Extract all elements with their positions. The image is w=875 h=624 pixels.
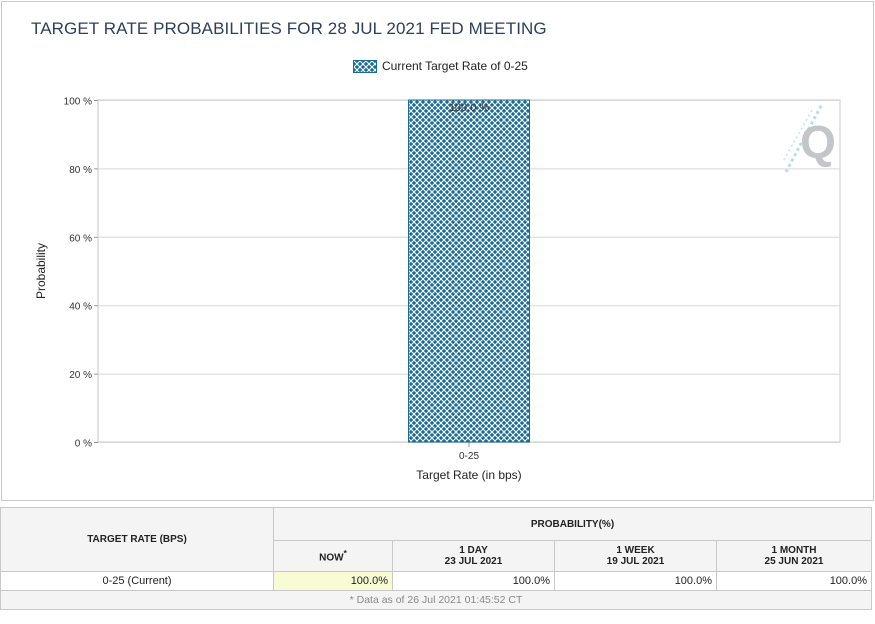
legend-label: Current Target Rate of 0-25	[382, 59, 528, 73]
x-axis-label: Target Rate (in bps)	[416, 468, 521, 482]
row-value-now: 100.0%	[273, 571, 393, 591]
subheader-1-day: 1 DAY 23 JUL 2021	[392, 540, 555, 572]
subheader-1-day-date: 23 JUL 2021	[444, 556, 503, 567]
subheader-1-week: 1 WEEK 19 JUL 2021	[554, 540, 717, 572]
header-target-rate: TARGET RATE (BPS)	[0, 507, 274, 572]
data-timestamp-note: * Data as of 26 Jul 2021 01:45:52 CT	[0, 590, 872, 610]
subheader-1-month: 1 MONTH 25 JUN 2021	[716, 540, 872, 572]
subheader-now-label: NOW	[319, 552, 344, 564]
x-tick-label: 0-25	[459, 451, 479, 462]
chart-title: TARGET RATE PROBABILITIES FOR 28 JUL 202…	[31, 19, 547, 38]
probability-table: TARGET RATE (BPS) PROBABILITY(%) NOW* 1 …	[0, 507, 872, 610]
subheader-now: NOW*	[273, 540, 393, 572]
y-axis-label: Probability	[34, 243, 48, 299]
watermark-logo-icon: Q	[783, 103, 836, 173]
watermark-letter: Q	[800, 116, 836, 168]
subheader-1-month-date: 25 JUN 2021	[764, 556, 824, 567]
row-value-1-day: 100.0%	[392, 571, 555, 591]
y-tick-label: 80 %	[69, 165, 92, 176]
bar-0-25[interactable]	[408, 99, 530, 443]
bar-data-label: 100.0 %	[449, 102, 490, 114]
header-probability: PROBABILITY(%)	[273, 507, 872, 541]
y-tick-label: 20 %	[69, 370, 92, 381]
plot-area: 0 % 20 % 40 % 60 % 80 % 100 % 0-25 100.0 % Q Ta…	[34, 97, 841, 482]
y-tick-label: 100 %	[64, 97, 92, 108]
legend-swatch	[353, 59, 377, 73]
y-tick-label: 40 %	[69, 302, 92, 313]
y-tick-label: 0 %	[75, 439, 92, 450]
table-row: 0-25 (Current) 100.0% 100.0% 100.0% 100.…	[0, 571, 872, 591]
row-rate: 0-25 (Current)	[0, 571, 274, 591]
subheader-1-week-date: 19 JUL 2021	[606, 556, 665, 567]
subheader-1-day-label: 1 DAY	[459, 545, 488, 556]
y-tick-label: 60 %	[69, 233, 92, 244]
subheader-1-month-label: 1 MONTH	[771, 545, 817, 556]
legend[interactable]: Current Target Rate of 0-25	[353, 59, 528, 73]
row-value-1-week: 100.0%	[554, 571, 717, 591]
subheader-1-week-label: 1 WEEK	[616, 545, 655, 556]
row-value-1-month: 100.0%	[716, 571, 872, 591]
subheader-now-marker: *	[343, 548, 347, 559]
